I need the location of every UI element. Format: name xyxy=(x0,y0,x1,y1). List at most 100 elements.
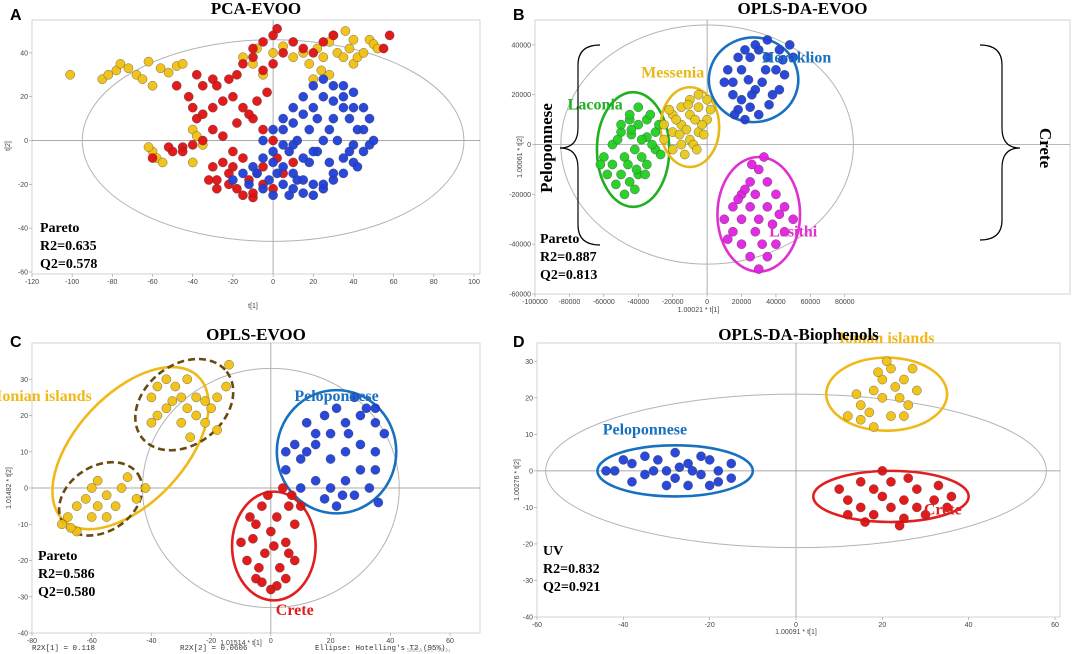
x-tick-label: 0 xyxy=(271,279,275,286)
data-point-crete xyxy=(868,484,879,494)
data-point-crete xyxy=(295,501,306,511)
data-point-blue xyxy=(358,146,369,157)
data-point-crete xyxy=(260,548,270,559)
data-point-blue xyxy=(278,124,288,135)
data-point-heraklion xyxy=(728,77,738,88)
x-tick-label: -40 xyxy=(618,622,628,629)
data-point-crete xyxy=(886,477,896,487)
data-point-blue xyxy=(268,124,278,135)
data-point-peloponnese xyxy=(696,451,706,462)
plot-frame xyxy=(536,342,1061,618)
data-point-ionian-islands xyxy=(170,381,181,392)
data-point-blue xyxy=(298,109,309,120)
data-point-ionian-islands xyxy=(72,501,82,511)
data-point-red xyxy=(268,135,278,146)
data-point-peloponnese xyxy=(627,477,637,487)
data-point-laconia xyxy=(612,134,623,145)
data-point-blue xyxy=(318,74,329,84)
data-point-ionian-islands xyxy=(200,396,210,406)
data-point-peloponnese xyxy=(696,469,706,480)
data-point-lasithi xyxy=(736,214,747,225)
data-point-crete xyxy=(894,520,905,531)
x-tick-label: 60 xyxy=(446,638,454,645)
group-label-peloponnese: Peloponnese xyxy=(603,421,687,438)
stats-line: R2=0.586 xyxy=(38,567,95,582)
x-tick-label: -80 xyxy=(107,279,117,286)
data-point-yellow xyxy=(65,70,75,80)
x-tick-label: -40 xyxy=(146,638,156,645)
bracket-crete xyxy=(979,44,1021,241)
data-point-crete xyxy=(946,491,957,502)
hotelling-ellipse xyxy=(560,24,854,265)
data-point-lasithi xyxy=(757,239,767,249)
footer-r2x-2: R2X[2] = 0.0606 xyxy=(180,645,248,653)
data-point-messenia xyxy=(681,124,692,135)
data-point-ionian-islands xyxy=(140,483,151,493)
x-tick-label: 20 xyxy=(878,622,886,629)
data-point-peloponnese xyxy=(640,469,650,480)
data-point-lasithi xyxy=(736,239,747,249)
data-point-crete xyxy=(912,484,922,494)
data-point-red xyxy=(238,102,248,113)
data-point-yellow xyxy=(268,48,278,58)
x-tick-label: 0 xyxy=(794,622,798,629)
data-point-ionian-islands xyxy=(110,501,121,511)
data-point-red xyxy=(248,52,258,63)
data-point-blue xyxy=(284,190,294,201)
data-point-blue xyxy=(288,102,298,113)
data-point-lasithi xyxy=(753,264,764,274)
data-point-red xyxy=(147,153,158,163)
data-point-heraklion xyxy=(771,65,781,75)
stats-line: UV xyxy=(543,544,563,559)
data-point-ionian-islands xyxy=(855,414,866,425)
data-point-peloponnese xyxy=(683,480,693,491)
data-point-blue xyxy=(298,91,309,102)
data-point-peloponnese xyxy=(726,458,737,469)
data-point-red xyxy=(232,70,242,80)
data-point-ionian-islands xyxy=(152,410,163,421)
data-point-red xyxy=(238,153,248,163)
data-point-blue xyxy=(338,80,349,91)
data-point-messenia xyxy=(693,89,704,100)
data-point-crete xyxy=(269,541,279,551)
data-point-crete xyxy=(855,477,866,487)
data-point-red xyxy=(328,30,339,41)
data-point-yellow xyxy=(143,142,154,152)
data-point-crete xyxy=(245,512,255,522)
data-point-peloponnese xyxy=(319,494,330,504)
x-tick-label: -60 xyxy=(147,279,157,286)
data-point-crete xyxy=(843,495,853,505)
data-point-ionian-islands xyxy=(182,374,193,385)
data-point-laconia xyxy=(630,184,640,195)
x-tick-label: 0 xyxy=(269,638,273,645)
data-point-crete xyxy=(942,502,952,513)
data-point-blue xyxy=(304,124,315,135)
data-point-blue xyxy=(318,179,329,190)
data-point-heraklion xyxy=(736,94,747,105)
data-point-heraklion xyxy=(743,75,754,85)
data-point-heraklion xyxy=(778,55,788,65)
y-tick-label: -20 xyxy=(18,182,28,189)
data-point-crete xyxy=(886,502,896,513)
data-point-ionian-islands xyxy=(101,490,112,501)
group-ellipse-crete xyxy=(230,490,317,602)
data-point-blue xyxy=(348,87,359,98)
y-tick-label: 10 xyxy=(525,432,533,439)
x-tick-label: -20000 xyxy=(662,299,684,306)
data-point-peloponnese xyxy=(370,446,381,457)
x-tick-label: 20 xyxy=(309,279,317,286)
data-point-yellow xyxy=(304,59,315,69)
data-point-peloponnese xyxy=(331,501,342,511)
data-point-ionian-islands xyxy=(877,393,888,403)
x-tick-label: -80000 xyxy=(559,299,581,306)
data-point-crete xyxy=(860,517,870,527)
data-point-peloponnese xyxy=(687,466,698,476)
data-point-heraklion xyxy=(722,65,733,75)
data-point-red xyxy=(378,43,389,54)
stats-line: Pareto xyxy=(540,232,579,247)
data-point-red xyxy=(248,43,258,54)
y-tick-label: -60 xyxy=(18,270,28,277)
data-point-blue xyxy=(324,124,335,135)
data-point-red xyxy=(258,124,268,135)
data-point-yellow xyxy=(163,67,174,78)
